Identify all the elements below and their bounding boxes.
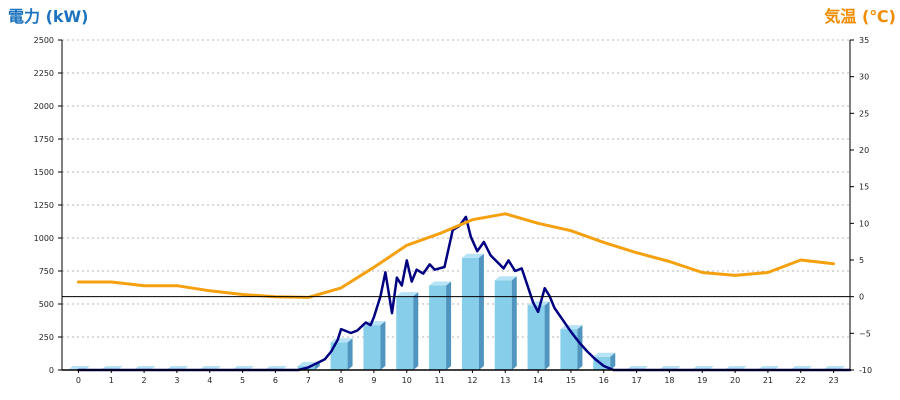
x-tick-label: 3 [174,376,179,385]
x-tick-label: 1 [109,376,114,385]
bar-side [544,301,550,370]
left-tick-label: 1250 [34,201,54,210]
right-tick-label: -10 [859,366,872,375]
bar-front [560,329,578,370]
bar-side [380,321,386,370]
bar-top [396,292,419,297]
bar-side [446,281,452,370]
left-tick-label: 250 [39,333,54,342]
bar-top [429,281,452,286]
left-tick-label: 2000 [34,102,54,111]
bar [527,301,550,370]
bar-front [363,325,381,370]
temperature-line [76,212,836,299]
right-tick-label: 25 [859,109,869,118]
x-tick-label: 0 [76,376,81,385]
x-tick-label: 19 [697,376,707,385]
bar [494,276,517,370]
x-tick-label: 14 [533,376,543,385]
bar-front [527,305,545,370]
x-tick-label: 5 [240,376,245,385]
right-tick-label: 30 [859,73,869,82]
left-tick-label: 750 [39,267,54,276]
bar-front [330,342,348,370]
right-tick-label: 35 [859,36,869,45]
x-tick-label: 15 [566,376,576,385]
x-tick-label: 8 [339,376,344,385]
left-axis-title: 電力 (kW) [8,7,89,26]
bar-front [461,257,479,370]
left-tick-label: 500 [39,300,54,309]
x-tick-label: 17 [631,376,641,385]
right-tick-label: 5 [859,256,864,265]
bar [363,321,386,370]
bar-front [396,296,414,370]
bar-side [610,352,616,370]
bar-front [429,285,447,370]
bar-top [593,352,616,357]
bar-side [347,338,353,370]
right-tick-label: 15 [859,183,869,192]
bar [396,292,419,370]
x-tick-label: 2 [142,376,147,385]
x-tick-label: 18 [664,376,674,385]
series-lines [76,212,852,372]
bar-side [478,253,484,370]
bar-side [314,362,320,370]
x-tick-label: 11 [434,376,444,385]
left-tick-label: 1750 [34,135,54,144]
bar-side [577,325,583,370]
left-tick-label: 2500 [34,36,54,45]
left-tick-label: 1500 [34,168,54,177]
x-tick-label: 6 [273,376,278,385]
right-tick-label: −5 [859,329,871,338]
bar [330,338,353,370]
x-tick-label: 13 [500,376,510,385]
bar-side [511,276,517,370]
left-tick-label: 2250 [34,69,54,78]
bar [461,253,484,370]
tick-labels: 02505007501000125015001750200022502500-1… [34,36,872,385]
right-tick-label: 20 [859,146,869,155]
x-tick-label: 4 [207,376,212,385]
right-tick-label: 0 [859,293,864,302]
x-tick-label: 21 [763,376,773,385]
gridlines [62,39,850,338]
bar-top [494,276,517,281]
x-tick-label: 23 [828,376,838,385]
axes [58,39,854,373]
bar-top [461,253,484,258]
left-tick-label: 1000 [34,234,54,243]
x-tick-label: 9 [371,376,376,385]
x-tick-label: 12 [467,376,477,385]
left-tick-label: 0 [49,366,54,375]
x-tick-label: 7 [306,376,311,385]
bar-side [413,292,419,370]
x-tick-label: 22 [796,376,806,385]
x-tick-label: 10 [402,376,412,385]
bar-front [494,280,512,370]
right-tick-label: 10 [859,219,869,228]
right-axis-title: 気温 (℃) [824,7,896,26]
x-tick-label: 20 [730,376,740,385]
bar [429,281,452,370]
x-tick-label: 16 [599,376,609,385]
